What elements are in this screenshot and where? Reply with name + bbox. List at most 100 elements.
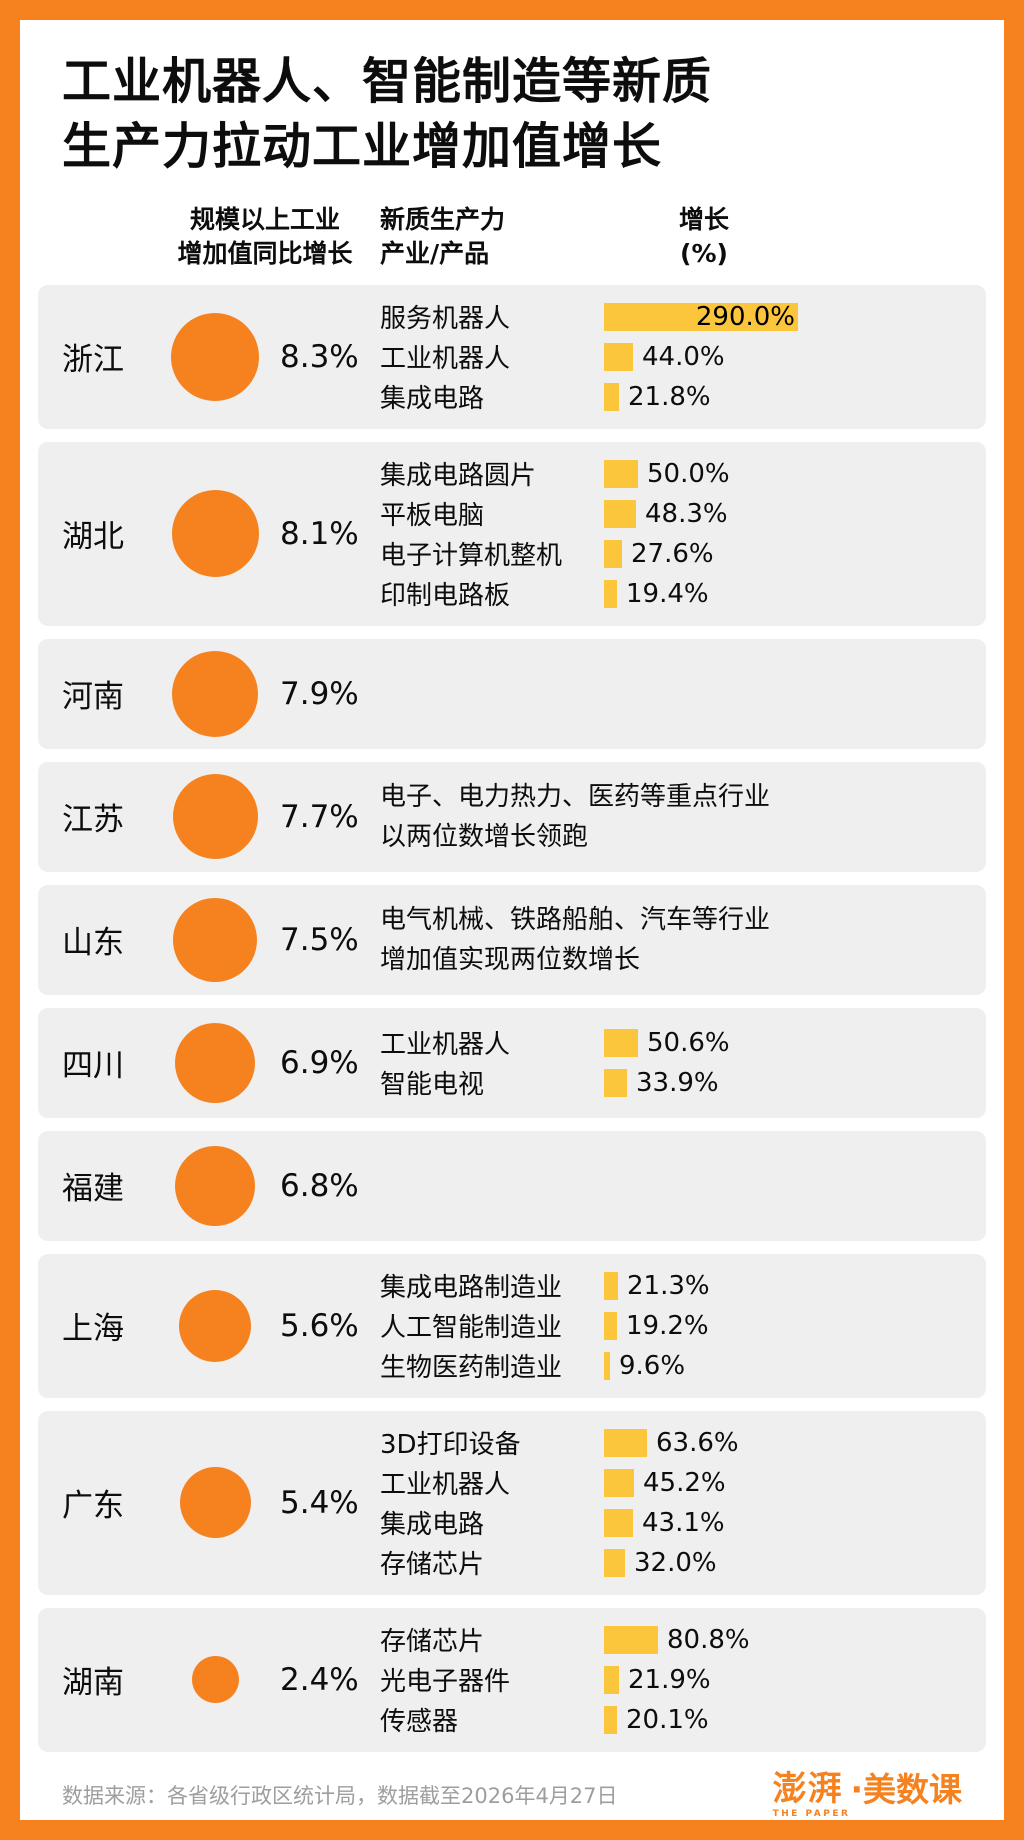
- growth-value: 5.6%: [280, 1307, 359, 1344]
- growth-value: 6.8%: [280, 1167, 359, 1204]
- province-row-四川: 四川 6.9% 工业机器人 50.6% 智能电视 33.9%: [38, 1007, 986, 1118]
- product-name: 智能电视: [380, 1070, 485, 1101]
- growth-value: 6.9%: [280, 1044, 359, 1081]
- product-name: 传感器: [380, 1707, 459, 1738]
- product-name: 服务机器人: [380, 304, 511, 335]
- growth-bubble: [191, 1656, 239, 1704]
- product-growth-bar: [604, 1271, 618, 1300]
- product-growth-value: 43.1%: [642, 1507, 725, 1538]
- product-name: 3D打印设备: [380, 1430, 521, 1461]
- growth-bubble: [171, 490, 259, 578]
- product-name: 集成电路制造业: [380, 1273, 563, 1304]
- product-growth-value: 63.6%: [656, 1427, 739, 1458]
- items-column: 服务机器人 290.0% 工业机器人 44.0% 集成电路 21.8%: [380, 297, 976, 417]
- product-growth-value: 32.0%: [634, 1547, 717, 1578]
- data-source: 数据来源：各省级行政区统计局，数据截至2026年4月27日: [62, 1784, 618, 1809]
- growth-bubble-cell: [150, 774, 280, 860]
- growth-bubble: [172, 774, 258, 860]
- product-growth-bar: [604, 579, 617, 608]
- product-name: 集成电路: [380, 384, 485, 415]
- growth-bubble-cell: [150, 1145, 280, 1226]
- province-row-江苏: 江苏 7.7% 电子、电力热力、医药等重点行业 以两位数增长领跑: [38, 761, 986, 872]
- product-name: 人工智能制造业: [380, 1313, 563, 1344]
- logo-pengpai-text: 澎湃: [772, 1768, 843, 1809]
- growth-value: 8.1%: [280, 515, 359, 552]
- col-header-industry: 新质生产力产业/产品: [380, 203, 604, 271]
- product-growth-value: 45.2%: [643, 1467, 726, 1498]
- product-growth-bar: [604, 1468, 634, 1497]
- product-growth-value: 21.3%: [627, 1270, 710, 1301]
- growth-bubble-cell: [150, 1022, 280, 1103]
- logo-meishuke-text: ·美数课: [850, 1769, 962, 1809]
- product-growth-bar: [604, 342, 633, 371]
- col-header-growth-yoy: 规模以上工业 增加值同比增长: [150, 203, 380, 271]
- province-name: 湖南: [62, 1665, 124, 1702]
- product-growth-bar: [604, 1508, 633, 1537]
- province-row-浙江: 浙江 8.3% 服务机器人 290.0% 工业机器人 44.0% 集成电路 21.8%: [38, 284, 986, 429]
- province-row-湖北: 湖北 8.1% 集成电路圆片 50.0% 平板电脑 48.3% 电子计算机整机 27.6% 印制…: [38, 441, 986, 626]
- product-item: 印制电路板 19.4%: [380, 574, 976, 614]
- product-growth-bar: [604, 1665, 619, 1694]
- col-header-growth-pct-line2: (%): [680, 239, 728, 269]
- product-item: 集成电路制造业 21.3%: [380, 1266, 976, 1306]
- product-growth-value: 21.8%: [628, 381, 711, 412]
- product-growth-bar: [604, 539, 622, 568]
- product-item: 集成电路 43.1%: [380, 1503, 976, 1543]
- growth-bubble: [172, 650, 258, 737]
- growth-bubble-cell: [150, 897, 280, 982]
- footer: 数据来源：各省级行政区统计局，数据截至2026年4月27日 澎湃 THE PAP…: [38, 1752, 986, 1819]
- growth-value: 8.3%: [280, 338, 359, 375]
- growth-bubble: [173, 897, 257, 982]
- col-header-growth-yoy-line2: 增加值同比增长: [177, 239, 353, 269]
- product-growth-value: 19.4%: [626, 578, 709, 609]
- col-header-growth-yoy-line1: 规模以上工业: [189, 205, 340, 235]
- logo-thepaper-text: THE PAPER: [772, 1808, 851, 1819]
- product-item: 集成电路圆片 50.0%: [380, 454, 976, 494]
- product-growth-bar: [604, 1068, 627, 1097]
- product-growth-value: 21.9%: [628, 1664, 711, 1695]
- province-name: 广东: [62, 1488, 124, 1525]
- product-growth-value: 9.6%: [619, 1350, 686, 1381]
- province-name: 江苏: [62, 802, 124, 839]
- product-growth-value: 20.1%: [626, 1704, 709, 1735]
- items-column: 集成电路制造业 21.3% 人工智能制造业 19.2% 生物医药制造业 9.6%: [380, 1266, 976, 1386]
- product-item: 存储芯片 80.8%: [380, 1620, 976, 1660]
- page-title: 工业机器人、智能制造等新质 生产力拉动工业增加值增长: [62, 50, 986, 179]
- col-header-industry-line2: 产业/产品: [380, 239, 490, 269]
- growth-bubble-cell: [150, 490, 280, 578]
- province-row-上海: 上海 5.6% 集成电路制造业 21.3% 人工智能制造业 19.2% 生物医药制造业 9.6…: [38, 1253, 986, 1398]
- product-growth-value: 290.0%: [695, 301, 795, 332]
- province-name: 上海: [62, 1311, 124, 1348]
- province-name: 河南: [62, 679, 124, 716]
- growth-bubble: [175, 1145, 255, 1226]
- province-rows: 浙江 8.3% 服务机器人 290.0% 工业机器人 44.0% 集成电路 21.8% 湖北 8.…: [38, 284, 986, 1752]
- product-item: 传感器 20.1%: [380, 1700, 976, 1740]
- items-column: 存储芯片 80.8% 光电子器件 21.9% 传感器 20.1%: [380, 1620, 976, 1740]
- column-headers: 规模以上工业 增加值同比增长 新质生产力产业/产品 增长 (%): [38, 203, 986, 271]
- product-growth-bar: [604, 499, 636, 528]
- product-growth-value: 19.2%: [626, 1310, 709, 1341]
- col-header-growth-pct-line1: 增长: [678, 205, 729, 235]
- growth-bubble-cell: [150, 650, 280, 737]
- col-header-industry-line1: 新质生产力: [380, 205, 506, 235]
- product-growth-bar: [604, 1625, 658, 1654]
- items-column: 电气机械、铁路船舶、汽车等行业 增加值实现两位数增长: [380, 900, 976, 980]
- page-title-line2: 生产力拉动工业增加值增长: [62, 117, 663, 175]
- product-item: 集成电路 21.8%: [380, 377, 976, 417]
- product-item: 存储芯片 32.0%: [380, 1543, 976, 1583]
- province-name: 四川: [62, 1048, 124, 1085]
- province-name: 湖北: [62, 519, 124, 556]
- growth-bubble-cell: [150, 1467, 280, 1539]
- growth-value: 7.7%: [280, 798, 359, 835]
- growth-bubble-cell: [150, 312, 280, 401]
- items-column: 3D打印设备 63.6% 工业机器人 45.2% 集成电路 43.1% 存储芯片 32.0%: [380, 1423, 976, 1583]
- product-growth-bar: [604, 1028, 638, 1057]
- product-name: 存储芯片: [380, 1550, 485, 1581]
- product-growth-bar: [604, 1351, 610, 1380]
- product-name: 工业机器人: [380, 1030, 511, 1061]
- items-column: 集成电路圆片 50.0% 平板电脑 48.3% 电子计算机整机 27.6% 印制电路板 19.…: [380, 454, 976, 614]
- product-name: 工业机器人: [380, 344, 511, 375]
- industry-note: 电子、电力热力、医药等重点行业 以两位数增长领跑: [380, 781, 771, 852]
- growth-value: 5.4%: [280, 1484, 359, 1521]
